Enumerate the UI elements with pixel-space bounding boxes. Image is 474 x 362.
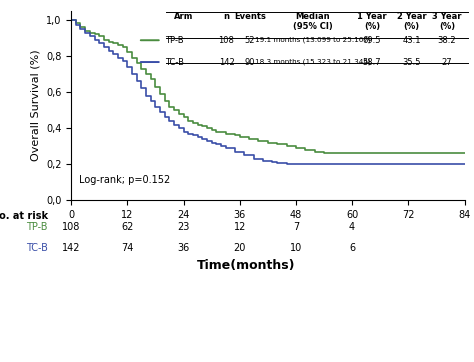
Text: TP-B: TP-B <box>165 36 184 45</box>
Text: 4: 4 <box>349 222 355 232</box>
Text: 36: 36 <box>177 243 190 253</box>
Text: TP-B: TP-B <box>26 222 48 232</box>
Text: 74: 74 <box>121 243 134 253</box>
Text: TC-B: TC-B <box>165 58 184 67</box>
Text: 108: 108 <box>62 222 80 232</box>
Text: 38.2: 38.2 <box>438 36 456 45</box>
Text: 18.3 months (15.323 to 21.344): 18.3 months (15.323 to 21.344) <box>255 59 371 65</box>
Text: Events: Events <box>234 12 266 21</box>
Text: Log-rank; p=0.152: Log-rank; p=0.152 <box>79 175 170 185</box>
Text: Arm: Arm <box>173 12 193 21</box>
Text: 43.1: 43.1 <box>402 36 420 45</box>
Text: 62: 62 <box>121 222 134 232</box>
Text: 10: 10 <box>290 243 302 253</box>
Text: 20: 20 <box>234 243 246 253</box>
Text: 3 Year
(%): 3 Year (%) <box>432 12 462 30</box>
Text: Time(months): Time(months) <box>197 259 296 272</box>
Text: No. at risk: No. at risk <box>0 211 48 221</box>
Text: 1 Year
(%): 1 Year (%) <box>357 12 387 30</box>
Text: 142: 142 <box>62 243 81 253</box>
Text: 7: 7 <box>293 222 299 232</box>
Text: 6: 6 <box>349 243 355 253</box>
Text: 58.7: 58.7 <box>363 58 382 67</box>
Text: 69.5: 69.5 <box>363 36 381 45</box>
Text: 2 Year
(%): 2 Year (%) <box>397 12 426 30</box>
Text: TC-B: TC-B <box>26 243 48 253</box>
Text: 19.1 months (13.099 to 25.167): 19.1 months (13.099 to 25.167) <box>255 37 371 43</box>
Text: n: n <box>224 12 229 21</box>
Text: 52: 52 <box>245 36 255 45</box>
Text: 108: 108 <box>219 36 235 45</box>
Y-axis label: Overall Survival (%): Overall Survival (%) <box>30 50 40 161</box>
Text: 23: 23 <box>177 222 190 232</box>
Text: Median
(95% CI): Median (95% CI) <box>293 12 333 30</box>
Text: 90: 90 <box>245 58 255 67</box>
Text: 12: 12 <box>234 222 246 232</box>
Text: 27: 27 <box>441 58 452 67</box>
Text: 142: 142 <box>219 58 234 67</box>
Text: 35.5: 35.5 <box>402 58 420 67</box>
